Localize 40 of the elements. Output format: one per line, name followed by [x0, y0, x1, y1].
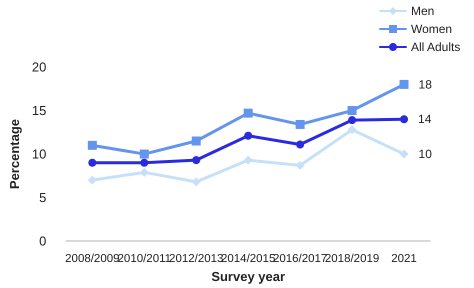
x-tick-label: 2014/2015 [220, 253, 276, 266]
x-tick-label: 2016/2017 [272, 253, 328, 266]
point [400, 80, 409, 89]
point [400, 150, 409, 159]
point [348, 116, 356, 124]
x-tick-label: 2010/2011 [118, 253, 172, 266]
point [88, 158, 96, 167]
y-tick-label: 15 [32, 103, 46, 118]
legend-label: Men [410, 4, 434, 18]
point [244, 108, 253, 118]
y-tick-label: 10 [32, 146, 46, 162]
point [296, 120, 305, 129]
point [88, 176, 97, 185]
point [244, 132, 252, 140]
legend-label: All Adults [410, 40, 460, 54]
point [88, 140, 97, 150]
x-axis-title: Survey year [211, 269, 286, 284]
data-label: 10 [418, 147, 432, 162]
x-tick-label: 2008/2009 [65, 253, 120, 266]
point [192, 136, 201, 146]
data-label: 18 [418, 77, 432, 92]
point [140, 150, 149, 159]
point [192, 177, 201, 186]
point [140, 168, 149, 177]
x-tick-label: 2021 [391, 253, 417, 266]
x-tick-label: 2018/2019 [324, 253, 380, 266]
y-tick-label: 5 [39, 190, 46, 206]
point [296, 160, 305, 170]
point [348, 106, 357, 116]
point [192, 156, 200, 164]
y-axis-title: Percentage [7, 119, 22, 190]
y-tick-label: 20 [32, 60, 46, 74]
x-tick-label: 2012/2013 [169, 253, 224, 266]
y-tick-label: 0 [39, 234, 46, 249]
point [400, 115, 408, 124]
point [348, 125, 357, 134]
point [296, 140, 304, 148]
point [140, 158, 148, 167]
legend-label: Women [410, 22, 452, 36]
data-label: 14 [418, 112, 432, 126]
